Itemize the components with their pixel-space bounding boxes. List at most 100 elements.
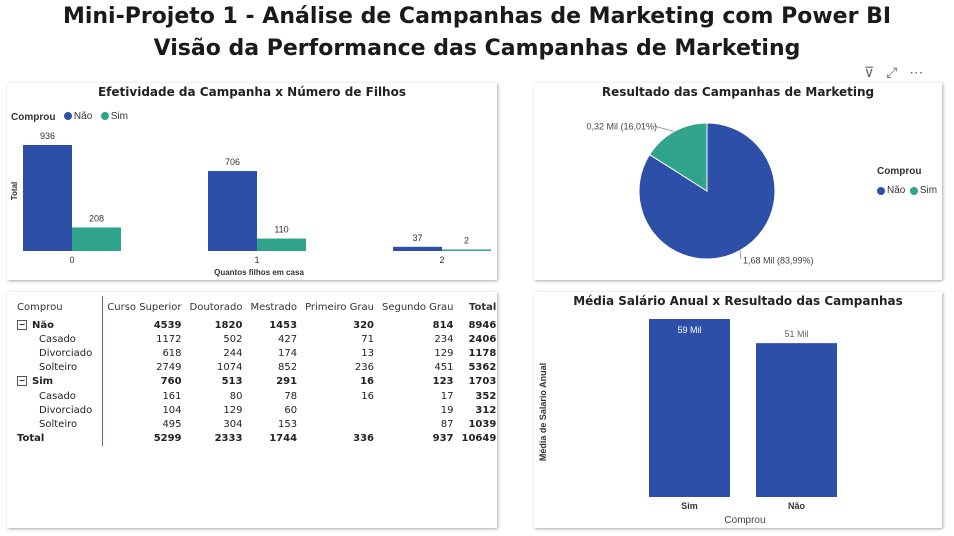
- pie-legend-item-sim[interactable]: Sim: [909, 185, 937, 196]
- data-label: 706: [225, 157, 240, 167]
- y-axis-label: Total: [10, 182, 19, 201]
- matrix-column-header[interactable]: Primeiro Grau: [305, 301, 374, 313]
- matrix-cell: 1074: [216, 362, 243, 374]
- matrix-cell: 2406: [468, 333, 497, 345]
- page-subtitle: Visão da Performance das Campanhas de Ma…: [153, 36, 801, 61]
- matrix-cell: 852: [277, 362, 298, 374]
- row-label-text: Não: [32, 319, 54, 331]
- matrix-cell: 123: [432, 376, 454, 388]
- filter-icon[interactable]: ⊽: [864, 64, 875, 80]
- matrix-row-label: Solteiro: [13, 361, 103, 375]
- matrix-cell: 153: [277, 418, 298, 430]
- matrix-row-label: Divorciado: [13, 403, 103, 417]
- x-tick-label: Não: [788, 501, 806, 511]
- data-label: 110: [274, 225, 288, 235]
- matrix-cell: 16: [361, 390, 374, 402]
- matrix-cell: 71: [361, 333, 374, 345]
- bar-nao-2[interactable]: [393, 246, 442, 251]
- pie-legend: Comprou Não Sim: [877, 166, 937, 200]
- collapse-icon[interactable]: −: [17, 319, 27, 330]
- matrix-cell: 1744: [269, 433, 298, 445]
- data-label: 51 Mil: [784, 329, 808, 339]
- matrix-cell: 10649: [461, 433, 497, 445]
- matrix-column-header[interactable]: Comprou: [17, 301, 63, 313]
- matrix-card[interactable]: Comprou Curso Superior Doutorado Mestrado Pr…: [7, 292, 497, 528]
- matrix-cell: 129: [434, 347, 454, 359]
- salary-chart-card[interactable]: Média Salário Anual x Resultado das Camp…: [534, 292, 942, 528]
- matrix-cell: 4539: [102, 318, 186, 333]
- legend-dot-icon: [909, 186, 918, 195]
- matrix-cell: 2749: [102, 360, 186, 375]
- pie-legend-item-nao[interactable]: Não: [877, 185, 905, 196]
- x-tick-label: 2: [439, 255, 444, 265]
- matrix-cell: 129: [223, 404, 243, 416]
- matrix-cell: 104: [102, 403, 186, 418]
- matrix-cell: 1703: [468, 376, 497, 388]
- bar-sim[interactable]: [649, 319, 730, 497]
- matrix-cell: 495: [102, 417, 186, 432]
- bar-sim-1[interactable]: [257, 238, 306, 251]
- x-tick-label: 1: [254, 255, 259, 265]
- matrix-cell: 236: [354, 362, 374, 374]
- matrix-cell: 78: [284, 390, 298, 402]
- matrix-column-header[interactable]: Doutorado: [189, 301, 243, 313]
- salary-chart-title: Média Salário Anual x Resultado das Camp…: [573, 294, 903, 308]
- x-axis-label: Comprou: [724, 515, 765, 526]
- children-chart-legend: Comprou Não Sim: [11, 107, 128, 125]
- bar-sim-2[interactable]: [442, 249, 491, 252]
- matrix-cell: 502: [223, 333, 243, 345]
- children-chart-title: Efetividade da Campanha x Número de Filh…: [97, 85, 406, 99]
- children-chart-card[interactable]: Efetividade da Campanha x Número de Filh…: [7, 83, 497, 280]
- matrix-cell: 19: [440, 404, 454, 416]
- matrix-cell: 174: [277, 347, 298, 359]
- matrix-cell: 16: [360, 376, 374, 388]
- salary-bar-chart: Média de Salario Anual Comprou 59 Mil Sim…: [538, 319, 837, 526]
- matrix-row: − Sim 760 513 291 16 123 1703: [13, 374, 500, 389]
- pie-data-label: 1,68 Mil (83,99%): [743, 255, 814, 265]
- matrix-column-header[interactable]: Mestrado: [250, 301, 298, 313]
- x-tick-label: 0: [69, 255, 74, 265]
- matrix-column-header[interactable]: Total: [468, 301, 497, 313]
- matrix-row: Divorciado 618 244 174 13 129 1178: [13, 346, 500, 361]
- matrix-column-header[interactable]: Curso Superior: [102, 296, 186, 318]
- matrix-column-header[interactable]: Segundo Grau: [382, 301, 454, 313]
- bar-sim-0[interactable]: [72, 227, 121, 251]
- row-label-text: Solteiro: [39, 362, 78, 374]
- matrix-cell: [301, 417, 378, 431]
- matrix-cell: 1178: [468, 347, 497, 359]
- matrix-cell: 352: [475, 390, 497, 402]
- collapse-icon[interactable]: −: [17, 376, 27, 387]
- pie-slice-sim[interactable]: [648, 122, 708, 192]
- matrix-row: Solteiro 2749 1074 852 236 451 5362: [13, 360, 500, 375]
- matrix-cell: 937: [432, 433, 454, 445]
- legend-dot-icon: [63, 112, 72, 120]
- matrix-cell: 80: [229, 390, 243, 402]
- data-label: 59 Mil: [677, 325, 701, 335]
- matrix-cell: 5362: [468, 362, 497, 374]
- matrix-row-label: Casado: [13, 332, 103, 346]
- row-label-text: Divorciado: [39, 347, 93, 359]
- matrix-row-label[interactable]: − Não: [13, 318, 103, 332]
- matrix-row-label[interactable]: − Sim: [13, 375, 103, 389]
- bar-não[interactable]: [756, 343, 837, 497]
- matrix-cell: 8946: [468, 319, 497, 331]
- matrix-cell: 312: [475, 404, 497, 416]
- pie-chart-card[interactable]: Resultado das Campanhas de Marketing 1,6…: [534, 83, 942, 280]
- matrix-row: Total 5299 2333 1744 336 937 10649: [13, 431, 500, 446]
- focus-mode-icon[interactable]: ⤢: [886, 64, 898, 80]
- bar-nao-1[interactable]: [208, 171, 257, 251]
- row-label-text: Casado: [39, 333, 76, 345]
- matrix-cell: 244: [223, 347, 243, 359]
- more-options-icon[interactable]: ⋯: [909, 64, 924, 80]
- bar-nao-0[interactable]: [23, 145, 72, 251]
- matrix-cell: 1039: [468, 418, 497, 430]
- legend-item-nao[interactable]: Não: [63, 111, 92, 122]
- legend-item-sim[interactable]: Sim: [100, 111, 128, 122]
- data-label: 37: [412, 233, 422, 243]
- legend-label: Não: [887, 185, 906, 196]
- row-label-text: Divorciado: [39, 404, 93, 416]
- pie-legend-title: Comprou: [877, 166, 922, 177]
- matrix-cell: 760: [102, 374, 186, 389]
- x-tick-label: Sim: [681, 501, 698, 511]
- page-title: Mini-Projeto 1 - Análise de Campanhas de…: [62, 4, 892, 29]
